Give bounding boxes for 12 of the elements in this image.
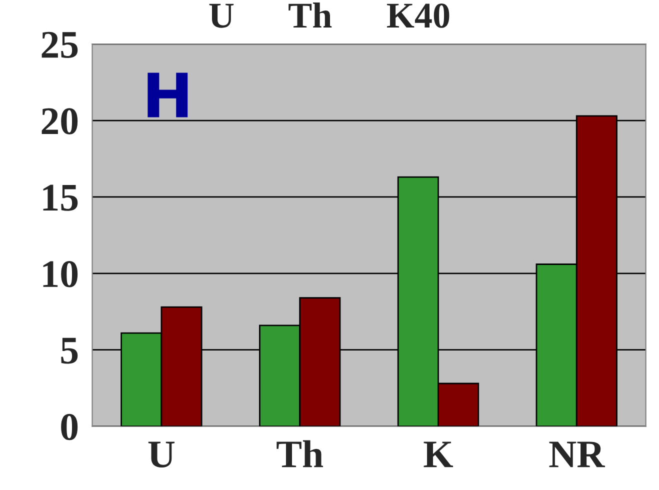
- annotation: H: [148, 72, 188, 118]
- y-tick-label: 15: [43, 184, 78, 211]
- y-tick-label: 0: [61, 414, 78, 440]
- y-tick-label: 10: [43, 261, 78, 288]
- x-tick-label: Th: [276, 440, 324, 468]
- y-tick-label: 25: [42, 32, 78, 58]
- x-tick-label: U: [148, 442, 175, 468]
- x-tick-label: NR: [549, 442, 606, 468]
- x-tick-label: K: [424, 442, 454, 468]
- chart-title: U Th K40: [209, 2, 450, 28]
- y-tick-label: 5: [61, 338, 78, 364]
- y-tick-label: 20: [42, 108, 78, 134]
